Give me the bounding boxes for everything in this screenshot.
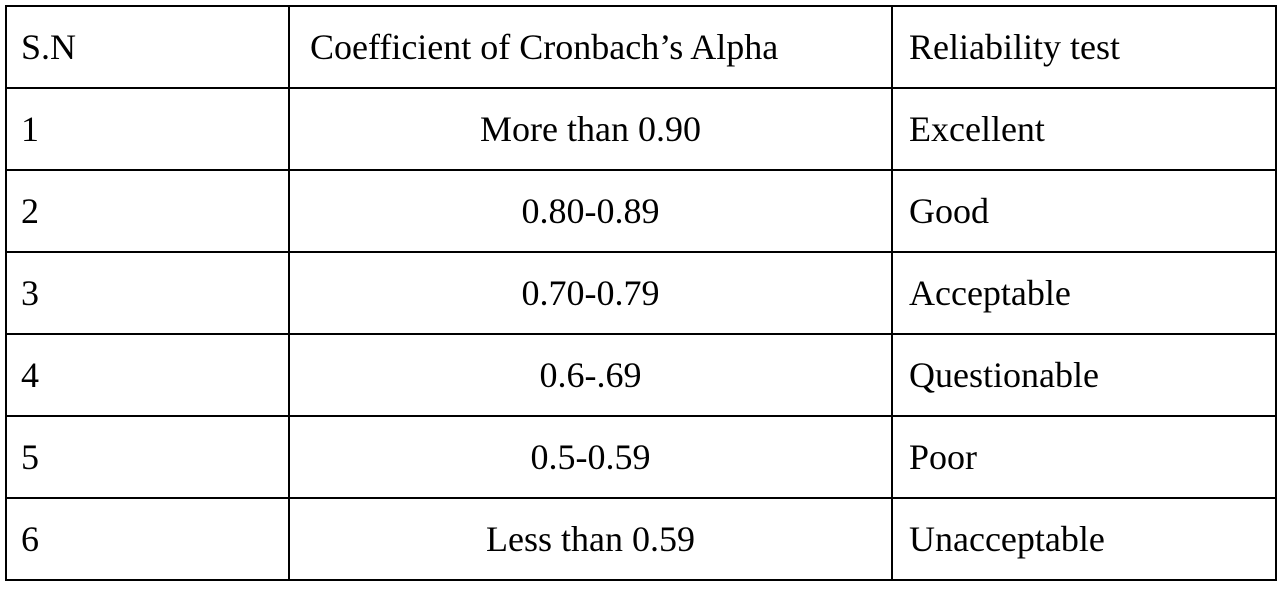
header-coefficient: Coefficient of Cronbach’s Alpha — [288, 5, 893, 89]
cell-coefficient: Less than 0.59 — [288, 497, 893, 581]
table-row: 4 0.6-.69 Questionable — [5, 333, 1277, 417]
cell-reliability: Unacceptable — [891, 497, 1277, 581]
cell-reliability: Good — [891, 169, 1277, 253]
cell-sn: 1 — [5, 87, 290, 171]
cell-reliability: Questionable — [891, 333, 1277, 417]
cell-sn: 5 — [5, 415, 290, 499]
cell-coefficient: 0.5-0.59 — [288, 415, 893, 499]
table-row: 2 0.80-0.89 Good — [5, 169, 1277, 253]
cell-coefficient: More than 0.90 — [288, 87, 893, 171]
cell-coefficient: 0.80-0.89 — [288, 169, 893, 253]
cell-coefficient: 0.6-.69 — [288, 333, 893, 417]
table-row: 3 0.70-0.79 Acceptable — [5, 251, 1277, 335]
header-sn: S.N — [5, 5, 290, 89]
reliability-table-container: S.N Coefficient of Cronbach’s Alpha Reli… — [5, 5, 1277, 581]
cell-reliability: Acceptable — [891, 251, 1277, 335]
cell-reliability: Excellent — [891, 87, 1277, 171]
table-header-row: S.N Coefficient of Cronbach’s Alpha Reli… — [5, 5, 1277, 89]
table-row: 5 0.5-0.59 Poor — [5, 415, 1277, 499]
cell-sn: 6 — [5, 497, 290, 581]
table-row: 6 Less than 0.59 Unacceptable — [5, 497, 1277, 581]
cell-sn: 4 — [5, 333, 290, 417]
header-reliability: Reliability test — [891, 5, 1277, 89]
cell-sn: 2 — [5, 169, 290, 253]
cell-reliability: Poor — [891, 415, 1277, 499]
cell-sn: 3 — [5, 251, 290, 335]
reliability-table: S.N Coefficient of Cronbach’s Alpha Reli… — [5, 5, 1277, 581]
cell-coefficient: 0.70-0.79 — [288, 251, 893, 335]
table-row: 1 More than 0.90 Excellent — [5, 87, 1277, 171]
